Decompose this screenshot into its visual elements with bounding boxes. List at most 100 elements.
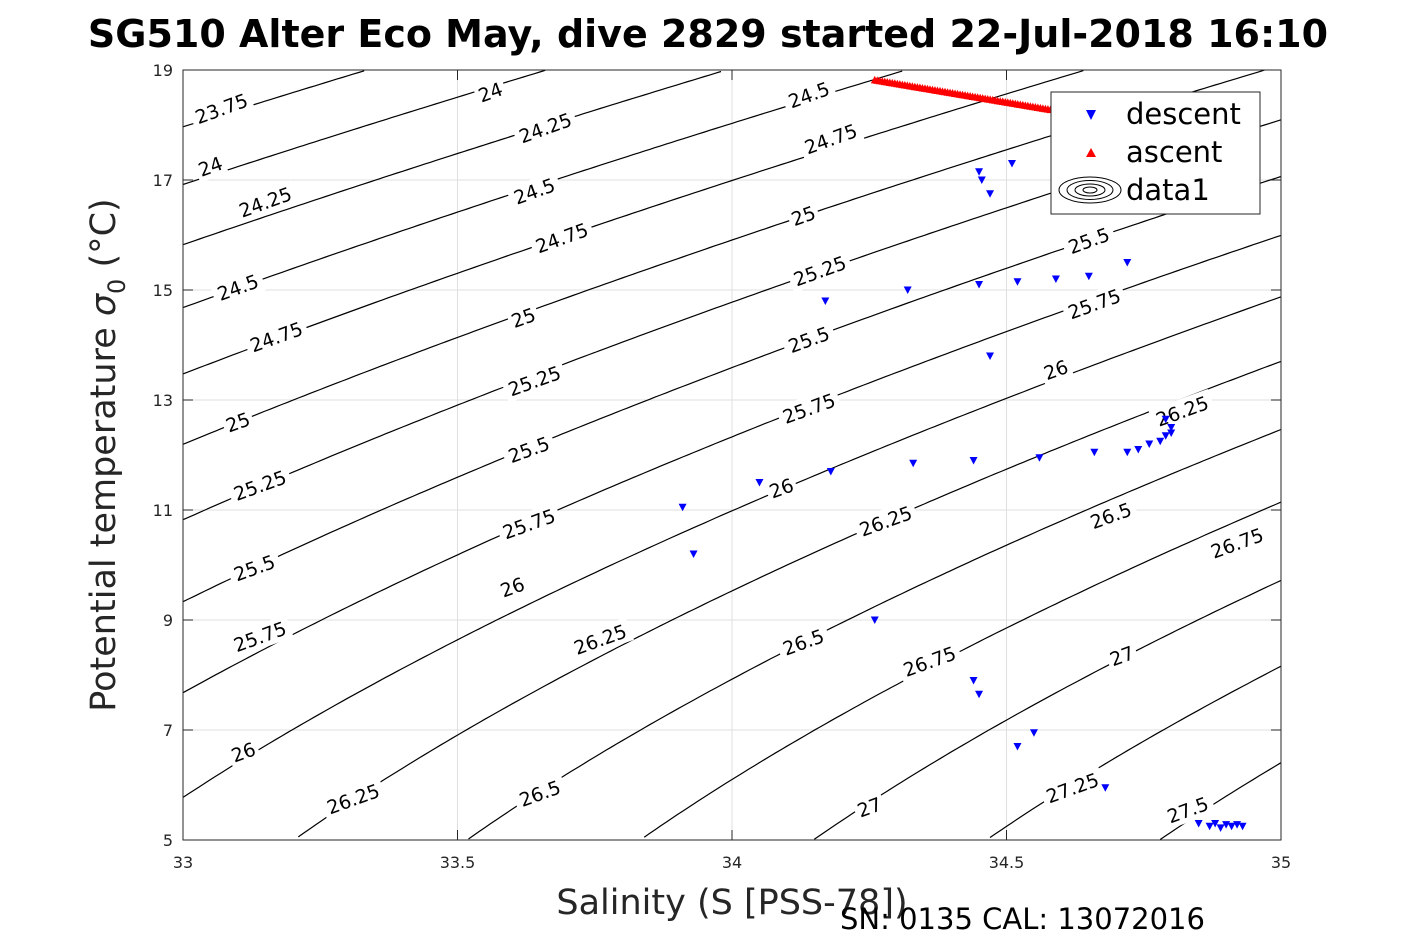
y-tick-label: 7 <box>163 721 173 740</box>
descent-point <box>969 457 978 465</box>
descent-point <box>1227 822 1236 831</box>
descent-point <box>986 352 995 360</box>
contour-label-bg <box>192 149 229 183</box>
x-tick-label: 35 <box>1271 853 1291 872</box>
descent-point <box>1205 822 1214 831</box>
legend-data1-label: data1 <box>1126 173 1210 207</box>
contour-line <box>989 665 1282 838</box>
contour-label: 25 <box>785 199 822 233</box>
descent-point <box>1211 820 1220 828</box>
contour-label-bg <box>566 617 634 662</box>
contour-label-bg <box>187 86 256 131</box>
x-tick-label: 34.5 <box>989 853 1025 872</box>
contour-line <box>1159 762 1282 840</box>
descent-point <box>969 677 978 685</box>
descent-point <box>826 468 835 476</box>
contour-label-bg <box>242 314 311 359</box>
descent-point <box>1013 743 1022 751</box>
contour-label: 27 <box>1103 639 1140 673</box>
descent-point <box>689 550 698 558</box>
contour-label-bg <box>226 463 294 508</box>
descent-point <box>986 190 995 198</box>
legend-descent-marker <box>1086 110 1096 120</box>
legend-contour-icon <box>1058 176 1122 204</box>
descent-point <box>1194 820 1203 828</box>
contour-label: 24 <box>472 75 509 109</box>
contour-line <box>182 296 1282 798</box>
contour-label-bg <box>511 773 569 814</box>
descent-series <box>678 160 1247 832</box>
legend-ascent-label: ascent <box>1126 135 1222 169</box>
contour-label-bg <box>495 501 563 546</box>
contour-label-bg <box>505 170 563 212</box>
descent-point <box>1013 278 1022 286</box>
contour-label-bg <box>319 776 387 821</box>
y-axis-ticks: 5 7 9 11 13 15 17 19 <box>153 61 1281 850</box>
contour-label-bg <box>209 267 267 308</box>
contour-label-bg <box>797 116 865 161</box>
contour-label-bg <box>219 405 257 439</box>
descent-point <box>1238 822 1247 831</box>
descent-point <box>903 286 912 294</box>
descent-point <box>1156 437 1165 446</box>
y-axis-label-text: Potential temperature <box>84 327 124 711</box>
descent-point <box>1161 432 1170 440</box>
contour-label-bg <box>786 248 854 293</box>
contour-label-bg <box>225 735 262 769</box>
contour-label-bg <box>1038 765 1107 810</box>
contour-label-bg <box>1060 220 1118 261</box>
contour-label: 26 <box>1037 353 1075 387</box>
legend-descent-label: descent <box>1126 97 1241 131</box>
contour-label-bg <box>505 301 542 334</box>
contour-label-bg <box>511 105 580 150</box>
y-tick-label: 11 <box>153 501 173 520</box>
contour-label-bg <box>1037 353 1075 387</box>
contour-label-bg <box>851 790 888 824</box>
contour-label-bg <box>500 358 569 403</box>
contour-label-bg <box>1060 281 1129 326</box>
contour-label-bg <box>494 570 531 604</box>
contour-line <box>813 579 1282 840</box>
density-contours <box>182 69 1282 840</box>
descent-point <box>1216 824 1225 832</box>
contour-line <box>182 70 722 246</box>
y-axis-label-unit: (°C) <box>84 198 124 267</box>
contour-label-bg <box>472 75 509 109</box>
contour-label: 26 <box>494 570 531 604</box>
contour-line <box>643 501 1282 838</box>
footer-serial-calibration: SN: 0135 CAL: 13072016 <box>840 902 1205 936</box>
y-tick-label: 5 <box>163 831 173 850</box>
contour-label-bg <box>780 319 838 360</box>
y-tick-label: 13 <box>153 391 173 410</box>
contour-label-bg <box>226 614 294 659</box>
contour-label-bg <box>895 639 964 684</box>
contour-label-bg <box>763 471 800 505</box>
descent-point <box>678 503 687 512</box>
descent-point <box>1161 415 1170 424</box>
contour-label-bg <box>774 621 832 663</box>
descent-point <box>1123 448 1132 457</box>
contour-label-bg <box>851 498 920 544</box>
x-tick-label: 34 <box>722 853 742 872</box>
y-axis-label-symbol: σ <box>84 292 124 316</box>
contour-line <box>468 428 1282 840</box>
contour-label-bg <box>780 74 838 115</box>
contour-label-bg <box>1103 639 1140 673</box>
contour-line <box>297 360 1282 838</box>
y-tick-label: 19 <box>153 61 173 80</box>
descent-point <box>1035 454 1044 462</box>
descent-point <box>1101 784 1110 792</box>
contour-line <box>182 70 1084 375</box>
descent-point <box>975 281 984 289</box>
y-axis-label-subscript: 0 <box>103 279 131 294</box>
x-axis-label: Salinity (S [PSS-78]) <box>556 883 907 923</box>
descent-point <box>1084 272 1093 281</box>
descent-point <box>1134 446 1143 454</box>
descent-point <box>977 176 986 184</box>
y-tick-label: 15 <box>153 281 173 300</box>
legend-box <box>1050 91 1261 215</box>
contour-label-bg <box>1082 495 1140 536</box>
descent-point <box>870 616 879 624</box>
descent-point <box>1007 160 1016 168</box>
descent-point <box>1029 729 1038 737</box>
